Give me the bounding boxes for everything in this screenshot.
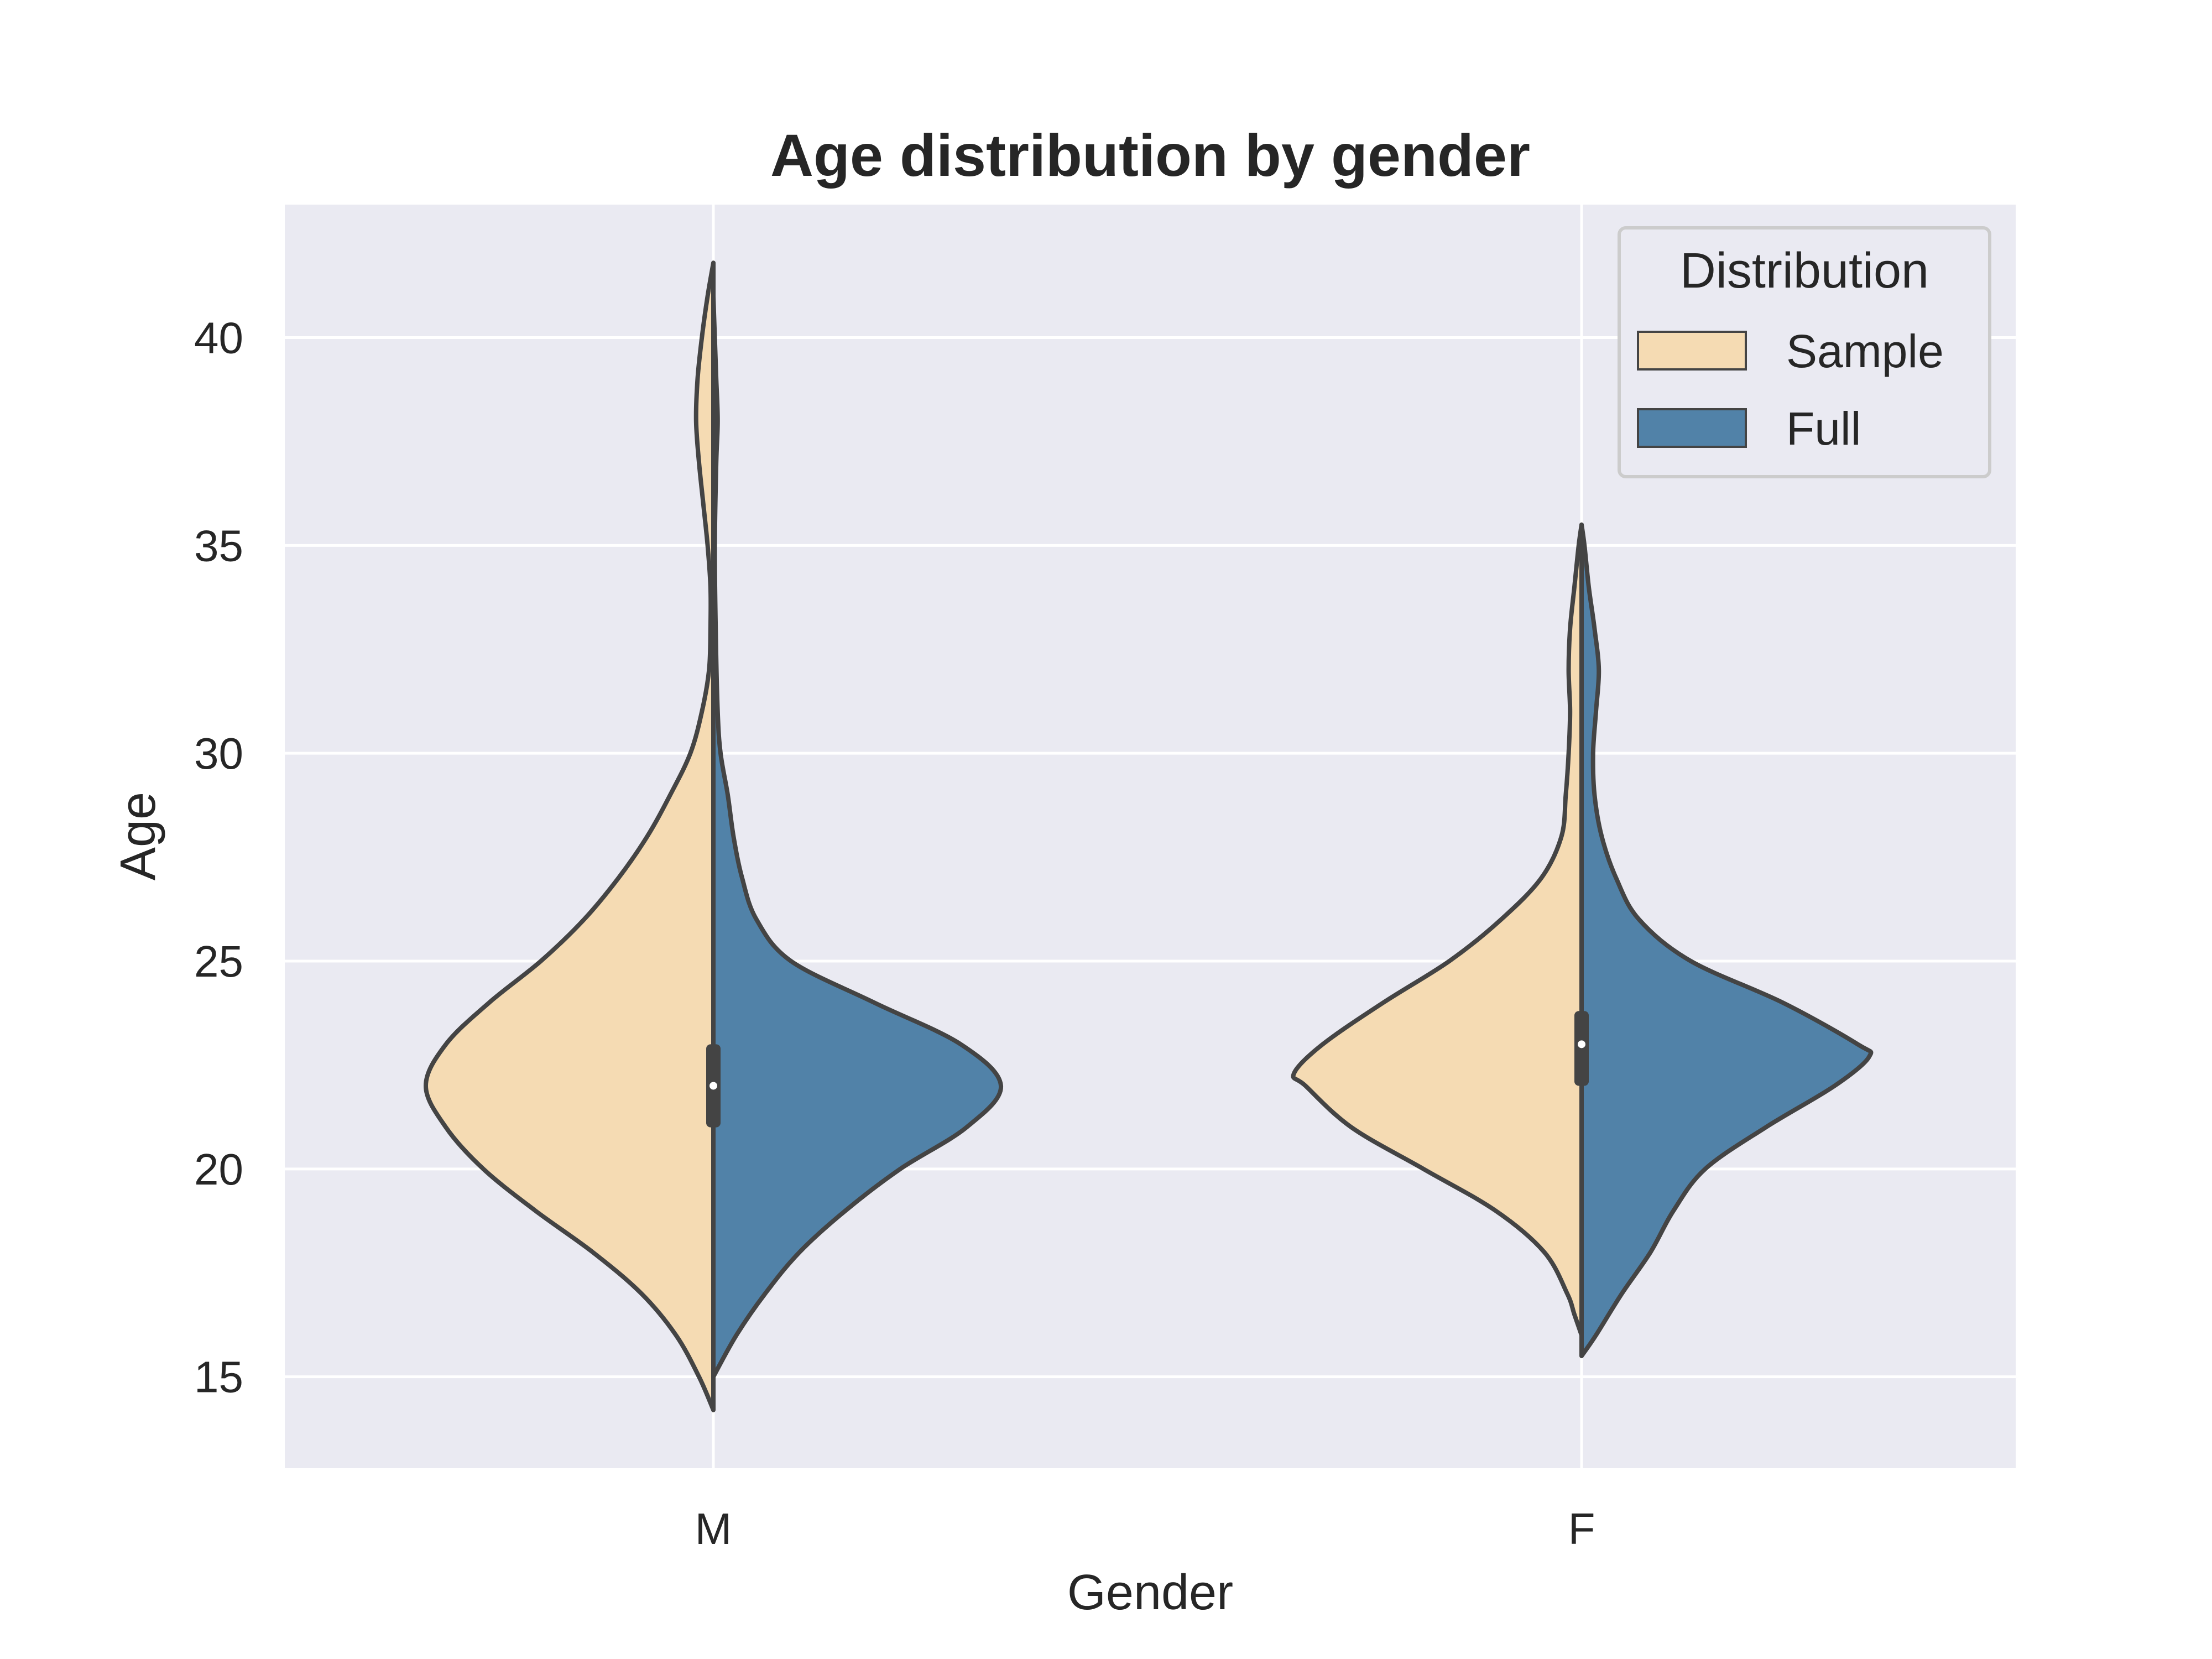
- y-tick-label: 20: [194, 1145, 243, 1194]
- violin-sample-f: [1291, 522, 1584, 1338]
- y-tick-label: 30: [194, 729, 243, 778]
- violin-full-f: [1579, 522, 1874, 1359]
- x-tick-label-f: F: [1568, 1504, 1595, 1553]
- y-tick-label: 25: [194, 937, 243, 986]
- legend-label-sample: Sample: [1786, 325, 1944, 377]
- chart-title: Age distribution by gender: [770, 122, 1530, 189]
- y-tick-label: 15: [194, 1353, 243, 1402]
- y-axis-label: Age: [111, 792, 166, 880]
- legend-swatch-full: [1637, 408, 1747, 448]
- y-tick-label: 40: [194, 314, 243, 363]
- tick-labels: 15 20 25 30 35 40 M F: [194, 314, 1595, 1553]
- violin-sample-m: [424, 260, 716, 1412]
- y-tick-label: 35: [194, 521, 243, 570]
- x-tick-label-m: M: [695, 1504, 732, 1553]
- legend: Distribution Sample Full: [1618, 226, 1991, 478]
- legend-swatch-sample: [1637, 331, 1747, 371]
- x-axis-label: Gender: [1067, 1565, 1233, 1620]
- box-summaries: [706, 263, 1589, 1410]
- median-marker-f: [1578, 1040, 1585, 1048]
- iqr-box-f: [1574, 1011, 1589, 1086]
- legend-label-full: Full: [1786, 403, 1861, 455]
- legend-title: Distribution: [1680, 243, 1929, 299]
- violin-full-m: [711, 294, 1003, 1379]
- violins: [424, 260, 1874, 1412]
- median-marker-m: [709, 1082, 717, 1090]
